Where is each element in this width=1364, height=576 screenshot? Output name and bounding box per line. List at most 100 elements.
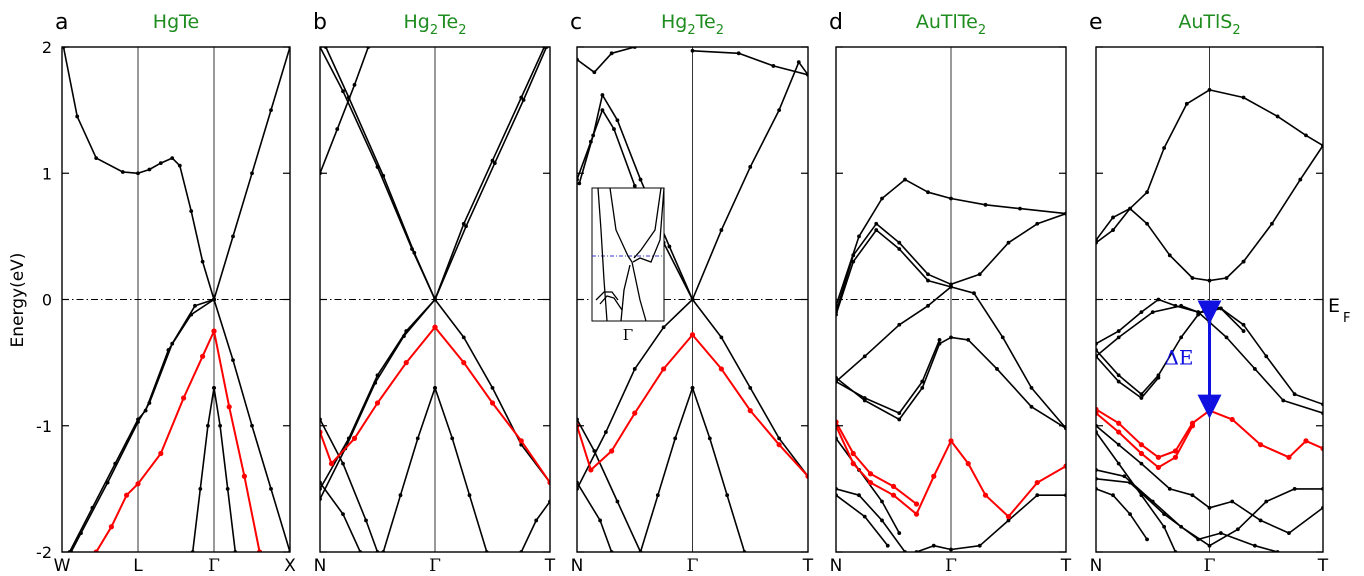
band-line bbox=[434, 299, 550, 484]
band-point bbox=[105, 480, 110, 485]
band-point bbox=[1190, 493, 1195, 498]
band-point bbox=[189, 209, 194, 214]
y-tick-label: 1 bbox=[42, 164, 52, 183]
band-line bbox=[639, 387, 694, 552]
band-point bbox=[1303, 438, 1309, 444]
x-tick-label: N bbox=[314, 556, 327, 576]
bands bbox=[836, 177, 1066, 552]
band-point bbox=[341, 89, 345, 94]
title-subscript: 2 bbox=[430, 23, 438, 38]
band-point bbox=[1224, 276, 1229, 280]
band-point bbox=[1207, 303, 1212, 308]
band-point bbox=[352, 82, 357, 87]
band-point bbox=[1162, 146, 1166, 150]
band-point bbox=[1029, 385, 1034, 390]
band-point bbox=[489, 400, 496, 406]
band-line bbox=[836, 286, 952, 383]
band-point bbox=[1111, 493, 1115, 498]
band-point bbox=[862, 396, 867, 400]
band-point bbox=[364, 518, 368, 523]
title-text: Te bbox=[695, 11, 716, 33]
band-point bbox=[615, 118, 620, 123]
title-text: Hg bbox=[661, 11, 687, 33]
band-point bbox=[920, 385, 925, 390]
band-point bbox=[1287, 531, 1291, 535]
band-point bbox=[857, 234, 861, 239]
panel-letter: a bbox=[55, 10, 68, 35]
band-point bbox=[1006, 518, 1011, 523]
band-point bbox=[913, 511, 920, 517]
band-point bbox=[1128, 206, 1132, 211]
y-axis-label: Energy(eV) bbox=[8, 253, 28, 348]
band-point bbox=[412, 250, 417, 255]
band-line bbox=[320, 326, 436, 465]
title-subscript: 2 bbox=[978, 23, 986, 38]
band-line bbox=[916, 494, 1066, 552]
band-point bbox=[862, 354, 867, 359]
bands bbox=[577, 47, 808, 552]
band-point bbox=[212, 385, 216, 390]
title-text: AuTlTe bbox=[916, 11, 978, 33]
band-point bbox=[1196, 537, 1201, 542]
band-point bbox=[94, 156, 99, 161]
band-point bbox=[200, 353, 206, 359]
bands bbox=[320, 47, 550, 552]
band-point bbox=[1116, 461, 1121, 466]
band-point bbox=[592, 70, 597, 75]
band-point bbox=[433, 297, 437, 302]
band-point bbox=[490, 158, 495, 163]
band-point bbox=[1207, 505, 1212, 510]
band-point bbox=[211, 328, 217, 334]
band-point bbox=[231, 234, 235, 239]
band-point bbox=[776, 442, 782, 448]
band-point bbox=[667, 244, 672, 249]
band-point bbox=[403, 360, 409, 366]
band-point bbox=[1206, 408, 1213, 414]
band-line bbox=[836, 212, 1066, 313]
band-point bbox=[867, 479, 874, 486]
panel-d: N Γ Td AuTlTe2 bbox=[829, 10, 1072, 576]
band-point bbox=[341, 461, 345, 466]
band-point bbox=[949, 335, 953, 340]
title-subscript: 2 bbox=[1232, 23, 1240, 38]
band-line bbox=[1096, 425, 1323, 534]
band-line bbox=[691, 61, 808, 300]
band-point bbox=[1292, 392, 1297, 397]
band-point bbox=[158, 161, 163, 166]
band-point bbox=[689, 332, 696, 338]
band-point bbox=[1116, 442, 1121, 447]
band-point bbox=[1006, 240, 1011, 245]
band-point bbox=[880, 196, 884, 201]
inset-band bbox=[633, 187, 662, 259]
band-point bbox=[1241, 322, 1246, 327]
band-point bbox=[897, 322, 902, 327]
x-tick-label: L bbox=[133, 556, 143, 576]
band-point bbox=[771, 64, 776, 68]
band-point bbox=[1145, 190, 1149, 195]
panel-b: N Γ Tb Hg2Te2 bbox=[313, 10, 556, 576]
band-point bbox=[1207, 88, 1212, 92]
band-point bbox=[1156, 297, 1161, 302]
x-tick-label: Γ bbox=[945, 556, 957, 576]
band-line bbox=[836, 339, 941, 414]
band-point bbox=[598, 518, 602, 523]
band-point bbox=[1111, 215, 1115, 220]
band-point bbox=[874, 221, 879, 226]
band-line bbox=[577, 47, 636, 74]
band-point bbox=[931, 473, 937, 479]
title-text: HgTe bbox=[153, 11, 199, 33]
band-point bbox=[655, 493, 660, 498]
band-line bbox=[95, 330, 215, 552]
band-line bbox=[691, 334, 808, 477]
band-point bbox=[592, 449, 597, 453]
panel-letter: e bbox=[1089, 10, 1103, 35]
band-point bbox=[690, 385, 695, 390]
band-point bbox=[1139, 461, 1144, 466]
band-point bbox=[890, 492, 897, 498]
band-point bbox=[1253, 367, 1257, 371]
band-point bbox=[1128, 512, 1132, 517]
band-line bbox=[836, 425, 1066, 518]
band-point bbox=[719, 335, 724, 340]
